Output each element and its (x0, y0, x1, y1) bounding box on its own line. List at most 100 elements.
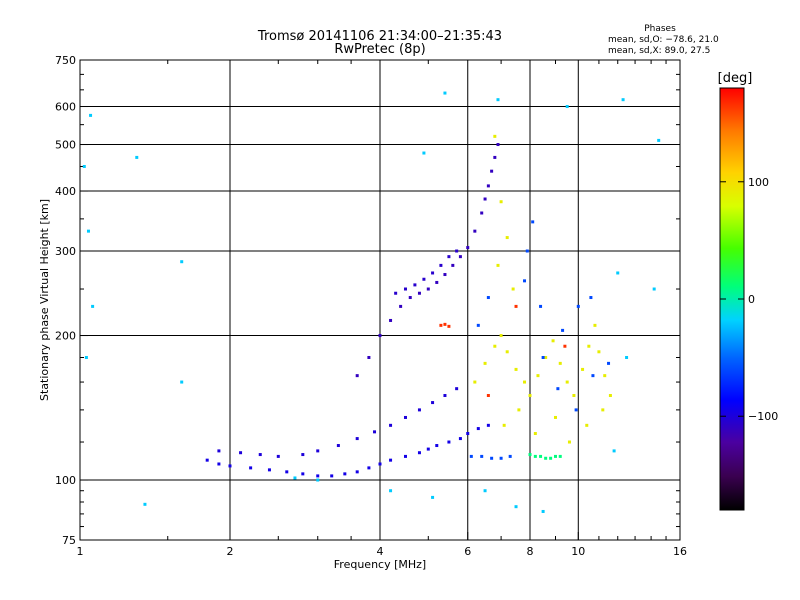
point-4-11 (558, 361, 562, 365)
point-6-14 (607, 361, 611, 365)
point-2-15 (483, 197, 487, 201)
point-3-6 (447, 255, 451, 259)
point-3-0 (394, 291, 398, 295)
point-6-8 (589, 296, 593, 300)
point-4-0 (473, 380, 477, 384)
series-7 (439, 304, 567, 398)
data-points (82, 91, 661, 513)
point-4-4 (505, 350, 509, 354)
point-7-3 (486, 394, 490, 398)
point-0-11 (367, 466, 371, 470)
point-8-10 (657, 138, 661, 142)
point-6-15 (476, 323, 480, 327)
point-2-18 (493, 155, 497, 159)
point-6-3 (499, 456, 503, 460)
point-0-3 (249, 466, 253, 470)
point-6-2 (490, 456, 494, 460)
point-8-19 (431, 495, 435, 499)
grid-lines (80, 60, 680, 540)
point-1-6 (336, 444, 340, 448)
point-3-1 (403, 287, 407, 291)
colorbar-ticks: 100 0 −100 (720, 176, 778, 423)
point-8-25 (293, 476, 297, 480)
point-0-19 (458, 437, 462, 441)
series-5 (528, 453, 562, 460)
x-tick-label-2: 4 (377, 545, 384, 558)
point-5-0 (528, 453, 532, 457)
point-7-4 (514, 304, 518, 308)
point-8-6 (82, 164, 86, 168)
point-4-17 (597, 350, 601, 354)
y-tick-label-7: 750 (55, 54, 76, 67)
point-0-18 (447, 440, 451, 444)
point-1-3 (276, 454, 280, 458)
point-7-2 (447, 324, 451, 328)
point-2-0 (355, 374, 359, 378)
point-2-5 (408, 296, 412, 300)
point-8-12 (616, 271, 620, 275)
point-8-9 (621, 98, 625, 102)
point-1-12 (431, 401, 435, 405)
series-4 (473, 134, 612, 444)
y-tick-label-5: 500 (55, 139, 76, 152)
point-6-18 (531, 220, 535, 224)
chart-subtitle: RwPretec (8p) (334, 42, 425, 57)
point-0-8 (330, 474, 334, 478)
point-8-2 (91, 304, 95, 308)
point-4-13 (572, 394, 576, 398)
point-0-17 (435, 444, 439, 448)
point-2-9 (443, 273, 447, 277)
point-2-8 (435, 280, 439, 284)
point-8-7 (84, 355, 88, 359)
point-4-20 (502, 423, 506, 427)
x-tick-label-5: 10 (571, 545, 585, 558)
point-4-31 (511, 287, 515, 291)
point-4-24 (567, 440, 571, 444)
point-1-2 (258, 453, 262, 457)
point-4-25 (585, 423, 589, 427)
point-5-4 (549, 456, 553, 460)
point-0-2 (228, 464, 232, 468)
point-6-0 (469, 454, 473, 458)
point-6-4 (508, 454, 512, 458)
point-1-7 (355, 437, 359, 441)
point-4-9 (544, 355, 548, 359)
point-6-1 (480, 454, 484, 458)
point-0-16 (426, 447, 430, 451)
point-8-1 (86, 229, 90, 233)
y-tick-label-0: 75 (62, 534, 76, 547)
point-6-6 (561, 328, 565, 332)
y-tick-label-2: 200 (55, 330, 76, 343)
series-6 (469, 220, 611, 460)
point-1-1 (239, 451, 243, 455)
point-2-2 (378, 334, 382, 338)
colorbar-label: [deg] (718, 71, 753, 86)
point-8-21 (483, 489, 487, 493)
point-2-13 (473, 229, 477, 233)
point-0-22 (486, 423, 490, 427)
point-6-9 (523, 279, 527, 283)
point-4-26 (601, 408, 605, 412)
point-8-15 (565, 105, 569, 109)
x-axis-ticks: 1 2 4 6 8 10 16 (77, 532, 687, 558)
point-1-4 (301, 453, 305, 457)
x-axis-label: Frequency [MHz] (334, 558, 426, 571)
point-4-18 (603, 374, 607, 378)
point-8-18 (443, 91, 447, 95)
point-2-11 (458, 255, 462, 259)
chart-title: Tromsø 20141106 21:34:00–21:35:43 (257, 29, 502, 44)
point-2-14 (480, 211, 484, 215)
x-tick-label-3: 6 (464, 545, 471, 558)
series-1 (217, 387, 459, 458)
point-6-11 (556, 387, 560, 391)
y-tick-label-1: 100 (55, 474, 76, 487)
point-8-8 (143, 502, 147, 506)
point-2-12 (466, 246, 470, 250)
point-8-13 (625, 355, 629, 359)
point-0-9 (343, 472, 347, 476)
series-2 (355, 143, 500, 378)
point-8-3 (135, 155, 139, 159)
point-3-4 (431, 271, 435, 275)
point-6-13 (591, 374, 595, 378)
point-1-9 (389, 423, 393, 427)
